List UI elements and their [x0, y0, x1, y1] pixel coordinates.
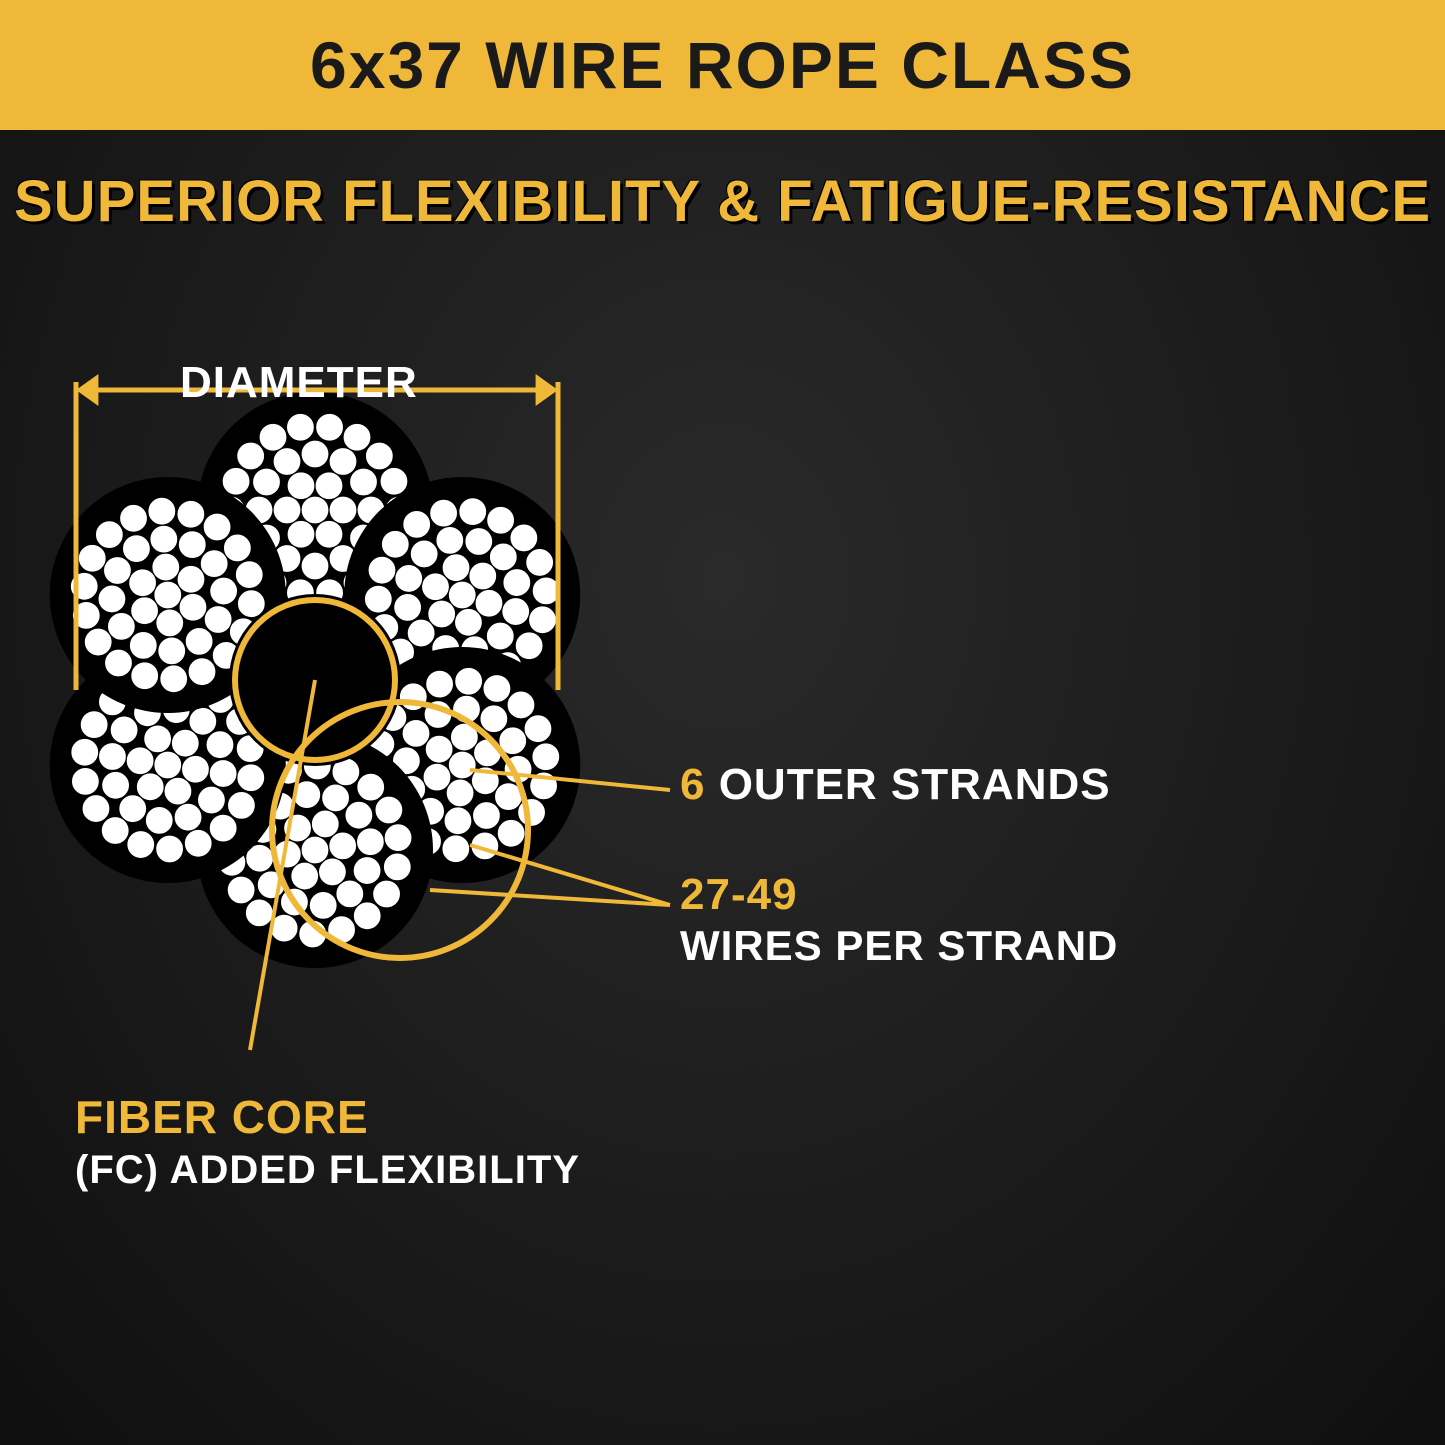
- subtitle-text: SUPERIOR FLEXIBILITY & FATIGUE-RESISTANC…: [14, 169, 1431, 234]
- fc-added-label: (FC) ADDED FLEXIBILITY: [75, 1148, 580, 1193]
- wire-rope-diagram: [0, 350, 1445, 1350]
- fiber-core-label: FIBER CORE: [75, 1090, 369, 1144]
- outer-strands-text: OUTER STRANDS: [705, 760, 1110, 809]
- wires-per-strand-text: WIRES PER STRAND: [680, 922, 1118, 970]
- header-banner: 6x37 WIRE ROPE CLASS: [0, 0, 1445, 130]
- subtitle: SUPERIOR FLEXIBILITY & FATIGUE-RESISTANC…: [0, 168, 1445, 235]
- diameter-label: DIAMETER: [180, 358, 418, 408]
- outer-strands-label: 6 OUTER STRANDS: [680, 760, 1111, 810]
- wires-per-strand-count: 27-49: [680, 870, 798, 920]
- header-title: 6x37 WIRE ROPE CLASS: [310, 27, 1135, 103]
- outer-strands-count: 6: [680, 760, 705, 809]
- diagram-area: DIAMETER 6 OUTER STRANDS 27-49 WIRES PER…: [0, 350, 1445, 1350]
